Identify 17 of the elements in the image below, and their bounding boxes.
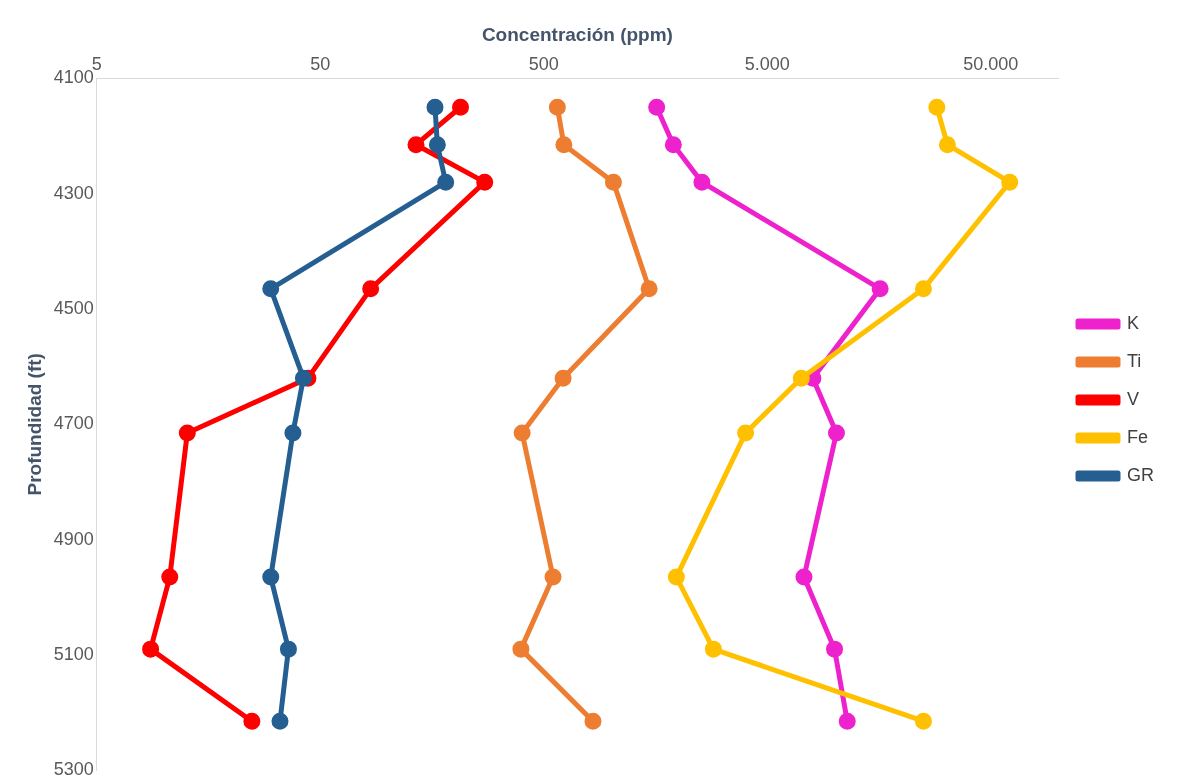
x-tick-label: 50	[310, 53, 331, 74]
y-tick-label: 4900	[53, 528, 94, 549]
legend-label: Fe	[1127, 426, 1149, 447]
y-tick-label: 4700	[53, 413, 94, 434]
y-tick-label: 4300	[53, 182, 94, 203]
legend-label: Ti	[1127, 350, 1142, 371]
x-tick-label: 50.000	[963, 53, 1019, 74]
y-tick-label: 5100	[53, 643, 94, 664]
x-axis-title: Concentración (ppm)	[481, 23, 673, 45]
legend-label: GR	[1127, 464, 1154, 485]
legend-label: V	[1127, 388, 1140, 409]
y-axis-title: Profundidad (ft)	[23, 353, 45, 496]
legend-label: K	[1127, 312, 1140, 333]
y-tick-label: 4500	[53, 297, 94, 318]
y-tick-label: 5300	[53, 759, 94, 780]
x-tick-label: 5.000	[744, 53, 790, 74]
x-tick-label: 500	[528, 53, 559, 74]
